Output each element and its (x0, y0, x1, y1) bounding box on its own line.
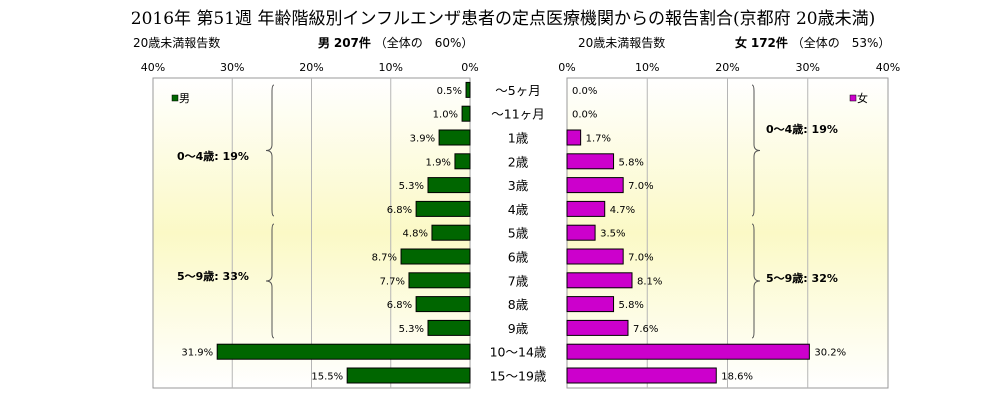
female-brace-5-9 (751, 223, 761, 339)
female-data-label: 7.0% (628, 253, 653, 264)
male-data-label: 0.5% (437, 86, 462, 97)
category-label: ～5ヶ月 (495, 83, 540, 98)
female-count-label: 20歳未満報告数 (578, 36, 666, 50)
male-bar (438, 129, 471, 146)
male-bar (461, 105, 471, 122)
female-bar (566, 153, 615, 170)
male-brace-0-4 (265, 84, 275, 217)
female-sex: 女 (735, 36, 748, 50)
female-count: 172件 (750, 36, 788, 50)
male-legend-label: 男 (179, 92, 190, 105)
female-data-label: 1.7% (586, 134, 611, 145)
male-data-label: 5.3% (399, 181, 424, 192)
female-data-label: 3.5% (600, 229, 625, 240)
male-data-label: 4.8% (403, 229, 428, 240)
female-legend-swatch (849, 94, 857, 102)
category-label: 2歳 (508, 154, 529, 169)
category-label: 3歳 (508, 178, 529, 193)
female-bar (566, 367, 717, 384)
male-data-label: 5.3% (399, 324, 424, 335)
category-label: 5歳 (508, 226, 529, 241)
female-data-label: 7.0% (628, 181, 653, 192)
male-data-label: 8.7% (372, 253, 397, 264)
male-summary: 男 207件 （全体の 60%） (318, 34, 473, 51)
male-bar (216, 343, 471, 360)
male-bar (415, 296, 471, 313)
category-label: 8歳 (508, 297, 529, 312)
category-label: ～11ヶ月 (491, 107, 544, 122)
category-label: 15～19歳 (490, 369, 547, 384)
male-data-label: 6.8% (387, 300, 412, 311)
male-data-label: 6.8% (387, 205, 412, 216)
male-sex: 男 (318, 36, 331, 50)
male-bar (465, 81, 471, 98)
male-bar (346, 367, 471, 384)
female-tick-label: 20% (715, 61, 739, 74)
female-data-label: 0.0% (572, 110, 597, 121)
female-data-label: 8.1% (637, 276, 662, 287)
female-data-label: 7.6% (633, 324, 658, 335)
male-tick-label: 20% (299, 61, 323, 74)
female-data-label: 5.8% (619, 300, 644, 311)
female-bar (566, 200, 606, 217)
male-bar (415, 200, 471, 217)
male-bar (431, 224, 471, 241)
female-data-label: 18.6% (721, 372, 753, 383)
female-bar (566, 248, 624, 265)
male-data-label: 1.9% (426, 157, 451, 168)
male-tick-label: 0% (461, 61, 478, 74)
female-data-label: 30.2% (814, 348, 846, 359)
male-legend-swatch (171, 94, 179, 102)
male-tick-label: 10% (379, 61, 403, 74)
female-annotation-5-9: 5～9歳: 32% (766, 271, 838, 285)
male-bar (454, 153, 471, 170)
female-data-label: 5.8% (619, 157, 644, 168)
male-data-label: 1.0% (433, 110, 458, 121)
female-data-label: 0.0% (572, 86, 597, 97)
male-annotation-0-4: 0～4歳: 19% (177, 149, 249, 163)
female-bar (566, 177, 624, 194)
male-annotation-5-9: 5～9歳: 33% (177, 269, 249, 283)
chart-title: 2016年 第51週 年齢階級別インフルエンザ患者の定点医療機関からの報告割合(… (130, 9, 876, 29)
male-tick-label: 30% (220, 61, 244, 74)
female-tick-label: 30% (796, 61, 820, 74)
female-bar (566, 272, 633, 289)
female-data-label: 4.7% (610, 205, 635, 216)
category-label: 1歳 (508, 131, 529, 146)
female-bar (566, 343, 810, 360)
female-tick-label: 0% (558, 61, 575, 74)
male-data-label: 3.9% (410, 134, 435, 145)
male-bar (427, 319, 471, 336)
male-bar (400, 248, 471, 265)
female-tick-label: 40% (876, 61, 900, 74)
female-share: （全体の 53%） (791, 36, 891, 50)
category-label: 4歳 (508, 202, 529, 217)
male-bar (408, 272, 471, 289)
male-brace-5-9 (265, 223, 275, 339)
female-brace-0-4 (751, 84, 761, 217)
male-count-label: 20歳未満報告数 (133, 36, 221, 50)
category-label: 9歳 (508, 321, 529, 336)
female-summary: 女 172件 （全体の 53%） (735, 34, 890, 51)
female-bar (566, 296, 615, 313)
category-label: 6歳 (508, 250, 529, 265)
male-data-label: 15.5% (311, 372, 343, 383)
male-data-label: 7.7% (380, 276, 405, 287)
female-bar (566, 224, 596, 241)
female-bar (566, 129, 582, 146)
male-share: （全体の 60%） (374, 36, 474, 50)
male-count: 207件 (333, 36, 371, 50)
female-bar (566, 319, 629, 336)
category-label: 10～14歳 (490, 345, 547, 360)
female-legend-label: 女 (857, 91, 868, 105)
male-data-label: 31.9% (181, 348, 213, 359)
male-bar (427, 177, 471, 194)
male-tick-label: 40% (141, 61, 165, 74)
female-annotation-0-4: 0～4歳: 19% (766, 122, 838, 136)
female-tick-label: 10% (635, 61, 659, 74)
category-label: 7歳 (508, 273, 529, 288)
